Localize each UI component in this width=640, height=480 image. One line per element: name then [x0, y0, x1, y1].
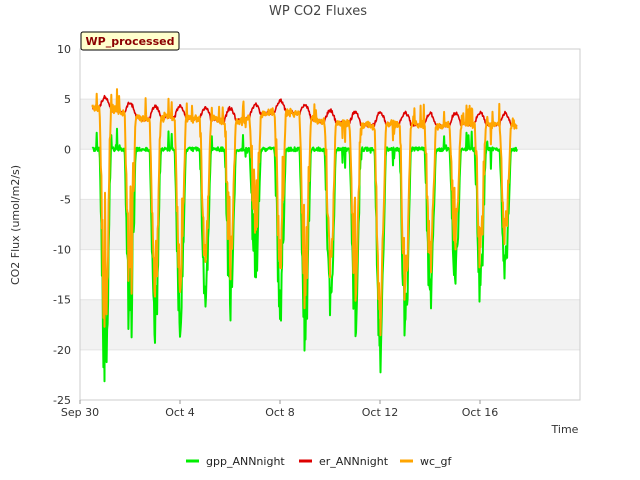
y-tick-label: 5: [64, 93, 71, 106]
y-tick-label: -20: [53, 344, 71, 357]
y-tick-labels: 10 5 0 -5 -10 -15 -20 -25: [53, 43, 71, 407]
y-tick-label: -15: [53, 294, 71, 307]
y-axis-label: CO2 Flux (umol/m2/s): [9, 165, 22, 285]
badge-label: WP_processed: [86, 35, 175, 48]
series-line-gpp: [91, 127, 518, 383]
legend-item-er: er_ANNnight: [299, 455, 389, 468]
legend: gpp_ANNnight er_ANNnight wc_gf: [186, 455, 453, 468]
legend-label-er: er_ANNnight: [319, 455, 389, 468]
series-layer: [91, 88, 518, 383]
legend-item-wc: wc_gf: [400, 455, 453, 468]
y-tick-label: -10: [53, 244, 71, 257]
y-tick-label: 0: [64, 143, 71, 156]
badge-box: [80, 31, 180, 51]
background-bands: [80, 99, 580, 350]
legend-label-wc: wc_gf: [420, 455, 453, 468]
y-tick-label: -5: [60, 193, 71, 206]
y-tick-label: 10: [57, 43, 71, 56]
x-tick-label: Oct 4: [165, 406, 195, 419]
chart-title: WP CO2 Fluxes: [269, 4, 367, 19]
series-line-wc: [91, 88, 518, 337]
x-tick-label: Oct 16: [462, 406, 499, 419]
processed-badge: WP_processed: [80, 31, 180, 51]
x-tick-label: Oct 12: [362, 406, 399, 419]
x-tick-label: Oct 8: [265, 406, 295, 419]
plot-frame: [79, 48, 581, 401]
y-tick-label: -25: [53, 394, 71, 407]
x-axis-label: Time: [551, 423, 579, 436]
legend-label-gpp: gpp_ANNnight: [206, 455, 285, 468]
x-tick-labels: Sep 30 Oct 4 Oct 8 Oct 12 Oct 16: [61, 400, 498, 419]
legend-item-gpp: gpp_ANNnight: [186, 455, 285, 468]
x-tick-label: Sep 30: [61, 406, 99, 419]
